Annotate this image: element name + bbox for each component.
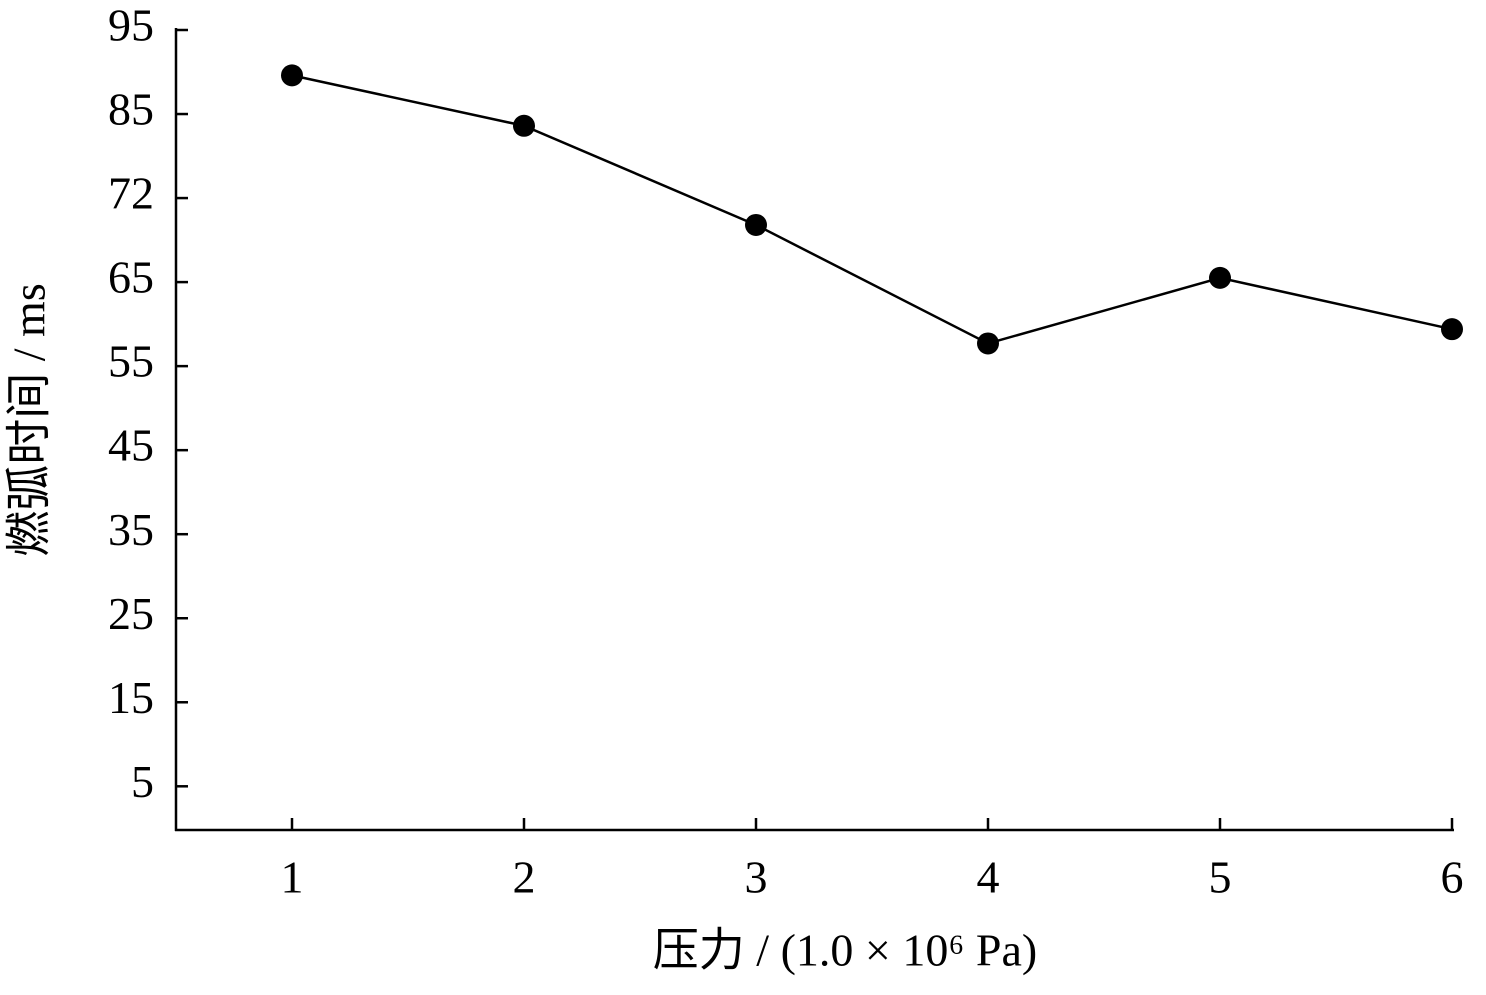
x-axis-label: 压力 / (1.0 × 10⁶ Pa) (653, 925, 1037, 976)
marker (281, 64, 303, 87)
marker (977, 332, 999, 355)
y-tick-label: 72 (108, 168, 154, 219)
line (291, 74, 1453, 345)
y-tick-label: 85 (108, 84, 154, 135)
x-tick-label: 3 (745, 852, 768, 903)
x-tick-label: 2 (513, 852, 536, 903)
y-tick-label: 65 (108, 252, 154, 303)
y-tick-label: 35 (108, 504, 154, 555)
marker (1209, 266, 1231, 289)
x-tick-label: 4 (977, 852, 1000, 903)
marker (745, 213, 767, 236)
y-tick-label: 55 (108, 336, 154, 387)
y-tick-label: 25 (108, 588, 154, 639)
y-tick-label: 45 (108, 420, 154, 471)
marker (513, 114, 535, 137)
x-tick-label: 1 (281, 852, 304, 903)
x-tick-label: 5 (1209, 852, 1232, 903)
y-tick-label: 15 (108, 672, 154, 723)
y-tick-label: 5 (131, 756, 154, 807)
marker (1441, 318, 1463, 341)
x-tick-label: 6 (1441, 852, 1464, 903)
y-axis-label: 燃弧时间 / ms (4, 283, 55, 556)
y-tick-label: 95 (108, 0, 154, 51)
